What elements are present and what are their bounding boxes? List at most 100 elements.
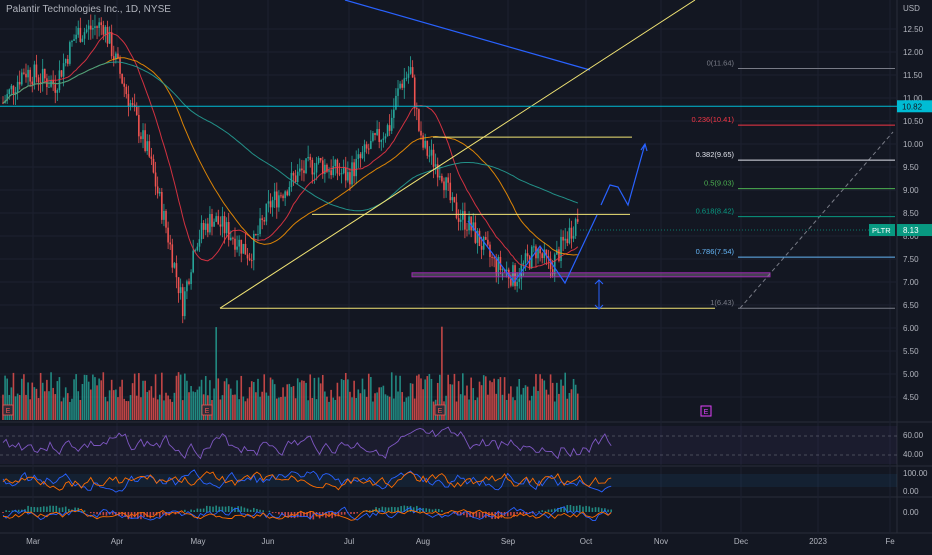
volume-bar <box>445 396 447 420</box>
candle-body <box>57 90 59 93</box>
candle-body <box>236 247 238 250</box>
time-axis-label: Mar <box>26 537 40 546</box>
candle-body <box>165 211 167 228</box>
macd-histogram-bar <box>206 506 208 512</box>
volume-bar <box>297 378 299 420</box>
macd-histogram-bar <box>106 512 108 516</box>
volume-bar <box>73 379 75 420</box>
indicator-tick-label: 0.00 <box>903 487 919 496</box>
macd-histogram-bar <box>516 512 518 514</box>
volume-bar <box>332 398 334 420</box>
macd-histogram-bar <box>200 509 202 512</box>
candle-body <box>447 177 449 182</box>
candle-body <box>416 108 418 109</box>
volume-bar <box>69 402 71 420</box>
macd-histogram-bar <box>548 510 550 512</box>
candle-body <box>247 255 249 259</box>
volume-bar <box>364 389 366 420</box>
volume-bar <box>61 401 63 420</box>
volume-bar <box>161 373 163 420</box>
candle-body <box>577 219 579 222</box>
volume-bar <box>558 394 560 420</box>
volume-bar <box>518 379 520 420</box>
volume-bar <box>236 380 238 420</box>
volume-bar <box>217 378 219 420</box>
price-tick-label: 9.00 <box>903 186 919 195</box>
macd-histogram-bar <box>551 509 553 512</box>
candle-body <box>19 82 21 85</box>
candle-body <box>328 170 330 171</box>
time-axis-label: Apr <box>111 537 124 546</box>
macd-histogram-bar <box>215 506 217 512</box>
time-axis-label: Jul <box>344 537 354 546</box>
volume-bar <box>230 389 232 420</box>
volume-bar <box>560 380 562 420</box>
candle-body <box>341 173 343 174</box>
volume-bar <box>151 386 153 420</box>
candle-body <box>368 149 370 150</box>
candle-body <box>159 192 161 193</box>
earnings-marker-label: E <box>704 409 709 416</box>
volume-bar <box>109 390 111 420</box>
volume-bar <box>571 389 573 420</box>
volume-bar <box>521 395 523 420</box>
volume-bar <box>510 386 512 420</box>
volume-bar <box>190 386 192 420</box>
earnings-marker-label: E <box>438 408 443 415</box>
macd-histogram-bar <box>55 506 57 512</box>
candle-body <box>429 156 431 157</box>
macd-histogram-bar <box>212 507 214 512</box>
candle-body <box>479 231 481 246</box>
candle-body <box>255 234 257 235</box>
volume-bar <box>174 393 176 420</box>
candle-body <box>27 70 29 77</box>
candle-body <box>562 237 564 241</box>
candle-body <box>142 130 144 139</box>
volume-bar <box>280 397 282 420</box>
candle-body <box>149 141 151 156</box>
volume-bar <box>163 400 165 420</box>
volume-bar <box>282 387 284 420</box>
volume-bar <box>86 375 88 420</box>
candle-body <box>558 249 560 261</box>
candle-body <box>249 258 251 260</box>
volume-bar <box>111 380 113 420</box>
candle-body <box>316 163 318 172</box>
volume-bar <box>238 399 240 420</box>
volume-bar <box>132 383 134 420</box>
volume-bar <box>142 381 144 420</box>
macd-histogram-bar <box>394 507 396 512</box>
volume-bar <box>527 387 529 420</box>
volume-bar <box>397 392 399 420</box>
volume-bar <box>422 389 424 420</box>
volume-bar <box>159 395 161 420</box>
volume-bar <box>504 377 506 420</box>
candle-body <box>201 223 203 239</box>
volume-bar <box>326 397 328 420</box>
volume-bar <box>328 402 330 420</box>
candle-body <box>261 218 263 220</box>
volume-bar <box>270 378 272 420</box>
volume-bar <box>263 374 265 420</box>
candle-body <box>383 138 385 139</box>
candle-body <box>571 228 573 239</box>
volume-bar <box>416 376 418 420</box>
candle-body <box>59 70 61 90</box>
volume-bar <box>15 396 17 420</box>
price-tick-label: 6.00 <box>903 324 919 333</box>
macd-histogram-bar <box>5 510 7 512</box>
macd-histogram-bar <box>43 506 45 512</box>
candle-body <box>136 107 138 115</box>
candle-body <box>230 238 232 240</box>
candle-body <box>50 80 52 86</box>
volume-bar <box>339 396 341 420</box>
macd-histogram-bar <box>341 512 343 515</box>
candle-body <box>280 195 282 196</box>
volume-bar <box>165 393 167 420</box>
candle-body <box>234 239 236 250</box>
candle-body <box>414 78 416 109</box>
macd-histogram-bar <box>601 508 603 512</box>
candle-body <box>299 169 301 172</box>
